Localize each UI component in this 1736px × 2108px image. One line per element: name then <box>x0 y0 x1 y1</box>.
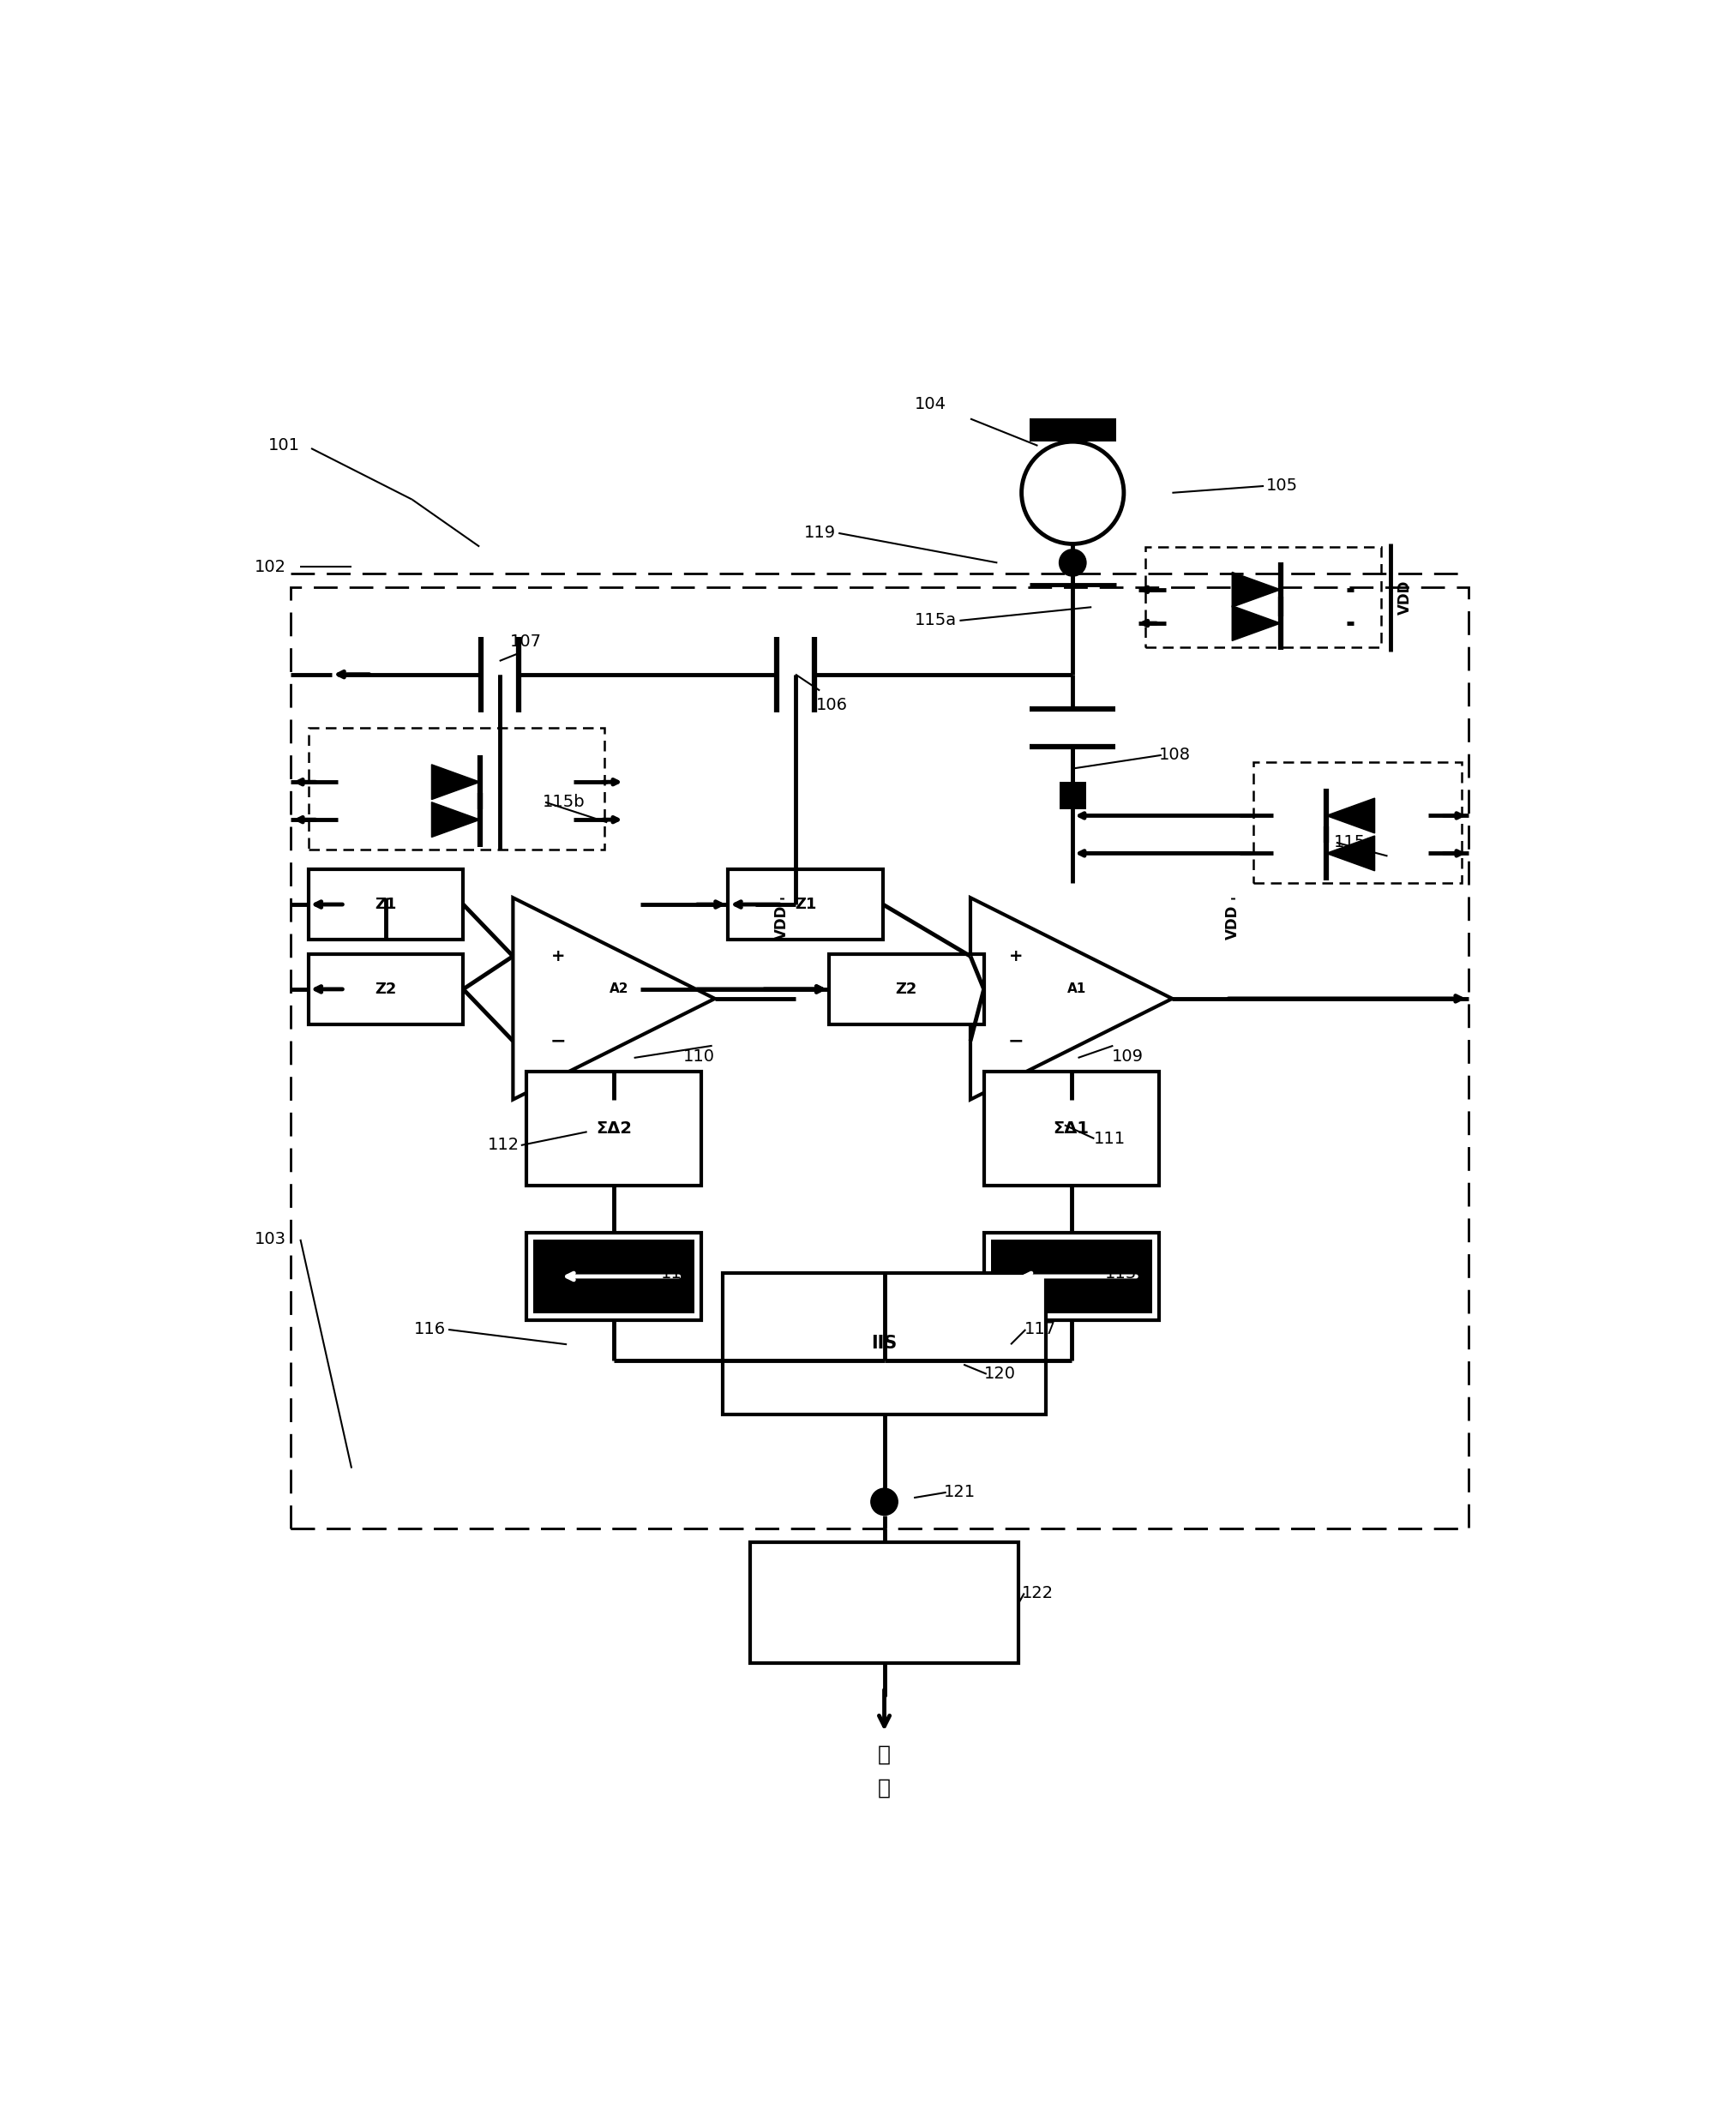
Text: 107: 107 <box>510 635 542 649</box>
Text: 式: 式 <box>878 1777 891 1798</box>
Polygon shape <box>1326 799 1375 833</box>
Bar <box>309 727 604 850</box>
Text: 121: 121 <box>944 1484 976 1501</box>
Text: 101: 101 <box>267 438 300 453</box>
Polygon shape <box>1233 571 1281 607</box>
Text: A1: A1 <box>1068 982 1087 995</box>
Text: −: − <box>550 1033 566 1050</box>
Polygon shape <box>1233 605 1281 641</box>
Polygon shape <box>514 898 715 1100</box>
Text: +: + <box>1009 949 1023 963</box>
Bar <box>830 955 984 1024</box>
Bar <box>729 868 884 940</box>
Text: Z1: Z1 <box>375 896 398 913</box>
Bar <box>309 868 464 940</box>
Text: 115c: 115c <box>1333 835 1375 852</box>
Text: 116: 116 <box>413 1322 446 1339</box>
Circle shape <box>1059 550 1087 575</box>
Bar <box>1029 419 1116 443</box>
Text: 111: 111 <box>1094 1130 1127 1147</box>
Text: 120: 120 <box>984 1366 1016 1383</box>
Text: A2: A2 <box>609 982 628 995</box>
Text: 104: 104 <box>915 396 946 411</box>
Polygon shape <box>970 898 1172 1100</box>
Bar <box>526 1071 701 1185</box>
Text: Z1: Z1 <box>795 896 816 913</box>
Text: 110: 110 <box>682 1048 715 1065</box>
Bar <box>309 955 464 1024</box>
Bar <box>526 1233 701 1320</box>
Text: 122: 122 <box>1021 1585 1054 1602</box>
Text: 著: 著 <box>878 1743 891 1764</box>
Text: Z2: Z2 <box>375 982 398 997</box>
Bar <box>292 586 1469 1528</box>
Bar <box>1059 782 1087 809</box>
Bar <box>533 1240 694 1313</box>
Bar <box>984 1071 1158 1185</box>
Polygon shape <box>1326 837 1375 871</box>
Text: 113: 113 <box>1106 1265 1137 1282</box>
Text: 112: 112 <box>488 1136 519 1153</box>
Text: 109: 109 <box>1111 1048 1144 1065</box>
Text: ΣΔ2: ΣΔ2 <box>595 1119 632 1136</box>
Bar <box>1253 761 1462 883</box>
Bar <box>722 1273 1045 1414</box>
Text: Z2: Z2 <box>896 982 917 997</box>
Text: 115b: 115b <box>543 795 585 809</box>
Text: VDD: VDD <box>774 904 790 940</box>
Text: 117: 117 <box>1024 1322 1055 1339</box>
Polygon shape <box>432 765 481 799</box>
Text: VDD: VDD <box>1226 904 1241 940</box>
Text: 106: 106 <box>816 698 847 713</box>
Text: IIS: IIS <box>871 1334 898 1351</box>
Text: 119: 119 <box>804 525 837 542</box>
Text: 114: 114 <box>661 1265 693 1282</box>
Text: 105: 105 <box>1267 479 1299 493</box>
Text: 103: 103 <box>255 1231 286 1248</box>
Text: 102: 102 <box>255 559 286 575</box>
Bar <box>984 1233 1158 1320</box>
Bar <box>991 1240 1153 1313</box>
Text: −: − <box>1009 1033 1024 1050</box>
Circle shape <box>871 1488 898 1516</box>
Text: +: + <box>552 949 566 963</box>
Text: 108: 108 <box>1160 746 1191 763</box>
Bar <box>1146 546 1380 647</box>
Text: 115a: 115a <box>915 613 957 628</box>
Polygon shape <box>432 803 481 837</box>
Text: ΣΔ1: ΣΔ1 <box>1054 1119 1088 1136</box>
Text: VDD: VDD <box>1397 580 1413 616</box>
Bar <box>750 1543 1019 1663</box>
